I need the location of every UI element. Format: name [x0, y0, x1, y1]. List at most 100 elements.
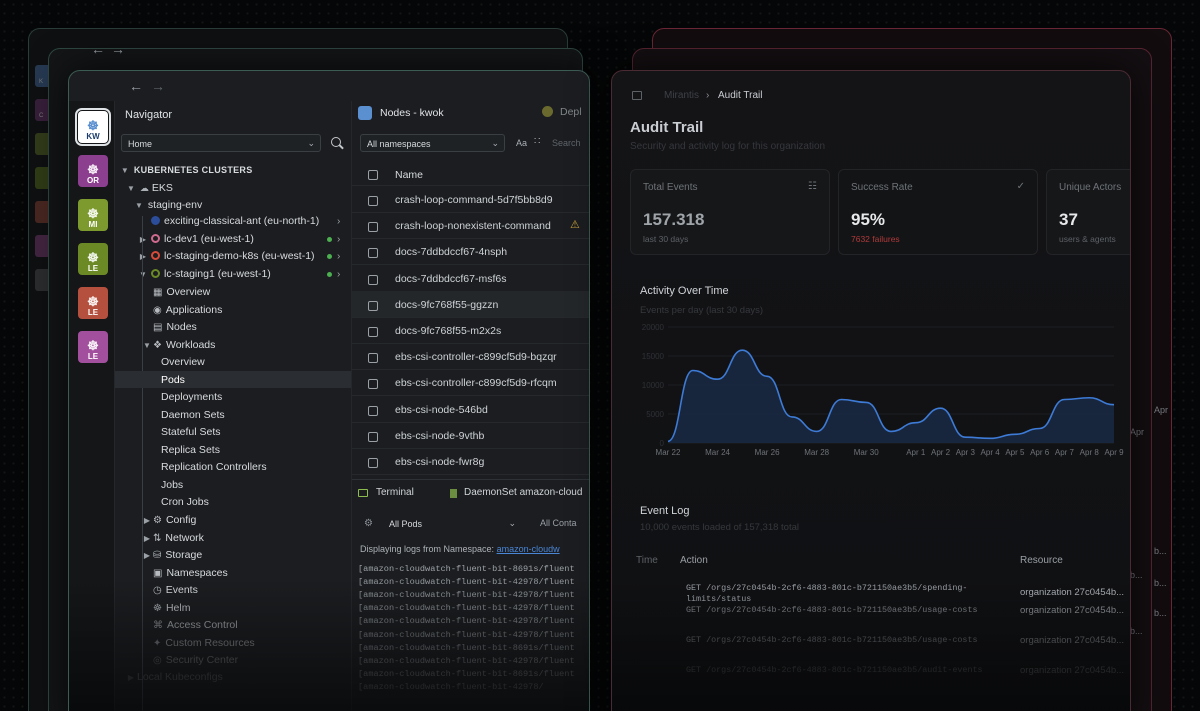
tree-workload-item[interactable]: Jobs — [161, 478, 184, 491]
select-all-checkbox[interactable] — [368, 170, 378, 180]
column-header-action[interactable]: Action — [680, 555, 708, 566]
audit-action[interactable]: GET /orgs/27c0454b-2cf6-4883-801c-b72115… — [686, 665, 983, 675]
chart-point[interactable] — [964, 436, 967, 439]
chart-point[interactable] — [766, 375, 769, 378]
tree-workload-item[interactable]: Deployments — [161, 391, 223, 403]
tree-cluster[interactable]: ▶ lc-staging-demo-k8s (eu-west-1) — [137, 248, 315, 265]
pod-name[interactable]: docs-7ddbdccf67-msf6s — [395, 272, 507, 285]
tree-item-applications[interactable]: ◉ Applications — [153, 302, 222, 319]
chart-point[interactable] — [1038, 427, 1041, 430]
chevron-right-icon[interactable]: › — [337, 251, 341, 262]
pods-select[interactable]: All Pods ⌄ — [382, 514, 522, 532]
regex-icon[interactable]: ∷ — [534, 136, 541, 147]
namespace-select[interactable]: All namespaces ⌄ — [360, 134, 505, 152]
chart-point[interactable] — [1088, 396, 1091, 399]
pod-name[interactable]: ebs-csi-controller-c899cf5d9-bqzqr — [395, 351, 557, 364]
chart-point[interactable] — [939, 407, 942, 410]
tree-workload-item[interactable]: Replication Controllers — [161, 461, 267, 473]
column-header-name[interactable]: Name — [395, 169, 424, 181]
pod-name[interactable]: crash-loop-command-5d7f5bb8d9 — [395, 194, 553, 206]
tree-cluster[interactable]: exciting-classical-ant (eu-north-1) — [137, 213, 319, 230]
row-checkbox[interactable] — [368, 379, 378, 390]
chevron-right-icon[interactable]: › — [337, 216, 341, 227]
tree-item-access-control[interactable]: ⌘ Access Control — [153, 617, 238, 634]
chart-point[interactable] — [741, 349, 744, 352]
chart-point[interactable] — [1063, 398, 1066, 401]
tree-provider-eks[interactable]: ▼ ☁ EKS — [125, 180, 173, 197]
tree-workload-item[interactable]: Pods — [161, 373, 185, 386]
audit-action[interactable]: GET /orgs/27c0454b-2cf6-4883-801c-b72115… — [686, 635, 978, 645]
home-select[interactable]: Home ⌄ — [121, 134, 321, 152]
cluster-icon-mi[interactable]: ☸ MI — [78, 199, 108, 231]
chart-point[interactable] — [1013, 433, 1016, 436]
column-header-resource[interactable]: Resource — [1020, 555, 1063, 566]
tree-item-security-center[interactable]: ◎ Security Center — [153, 652, 238, 669]
tree-item-namespaces[interactable]: ▣ Namespaces — [153, 565, 228, 582]
row-checkbox[interactable] — [368, 196, 378, 206]
tree-item-custom-resources[interactable]: ✦ Custom Resources — [153, 635, 255, 652]
tree-cluster[interactable]: ▶ lc-dev1 (eu-west-1) — [137, 231, 254, 248]
sidebar-toggle-icon[interactable] — [632, 91, 642, 100]
pod-name[interactable]: ebs-csi-node-9vthb — [395, 429, 485, 442]
chart-point[interactable] — [1113, 403, 1116, 406]
audit-action[interactable]: GET /orgs/27c0454b-2cf6-4883-801c-b72115… — [686, 605, 978, 615]
row-checkbox[interactable] — [368, 327, 378, 337]
row-checkbox[interactable] — [368, 300, 378, 311]
pod-name[interactable]: ebs-csi-node-fwr8g — [395, 456, 485, 468]
tree-item-helm[interactable]: ☸ Helm — [153, 600, 190, 617]
tree-item-storage[interactable]: ▶ ⛁ Storage — [141, 547, 202, 564]
tree-item-network[interactable]: ▶ ⇅ Network — [141, 530, 204, 547]
chart-point[interactable] — [989, 437, 992, 440]
tree-item-workloads[interactable]: ▼ ❖ Workloads — [141, 337, 215, 354]
tree-item-config[interactable]: ▶ ⚙ Config — [141, 512, 196, 529]
breadcrumb-parent[interactable]: Mirantis — [664, 90, 700, 101]
chart-point[interactable] — [865, 401, 868, 404]
row-checkbox[interactable] — [368, 431, 378, 442]
chevron-right-icon[interactable]: › — [337, 268, 341, 280]
row-checkbox[interactable] — [368, 353, 378, 364]
tree-item-events[interactable]: ◷ Events — [153, 582, 198, 599]
pod-name[interactable]: ebs-csi-node-546bd — [395, 403, 488, 416]
tree-cluster[interactable]: ▼ lc-staging1 (eu-west-1) — [137, 266, 271, 283]
chart-point[interactable] — [815, 430, 818, 433]
chart-point[interactable] — [914, 421, 917, 424]
match-case-toggle[interactable]: Aa — [516, 138, 528, 148]
tree-section-kubernetes[interactable]: ▼ KUBERNETES CLUSTERS — [119, 162, 253, 179]
tree-item-overview[interactable]: ▦ Overview — [153, 284, 210, 301]
chart-point[interactable] — [716, 378, 719, 381]
row-checkbox[interactable] — [368, 274, 378, 285]
column-header-time[interactable]: Time — [636, 555, 658, 566]
tree-env[interactable]: ▼ staging-env — [133, 197, 202, 214]
pod-name[interactable]: crash-loop-nonexistent-command — [395, 220, 551, 233]
search-input[interactable]: Search — [552, 138, 581, 148]
pod-name[interactable]: ebs-csi-controller-c899cf5d9-rfcqm — [395, 377, 557, 390]
chart-point[interactable] — [790, 415, 793, 418]
tree-workload-item[interactable]: Overview — [161, 356, 205, 368]
tree-workload-item[interactable]: Stateful Sets — [161, 426, 221, 438]
back-arrow-icon[interactable]: ← — [129, 78, 143, 94]
pod-name[interactable]: docs-9fc768f55-m2x2s — [395, 325, 502, 337]
cluster-icon-or[interactable]: ☸ OR — [78, 155, 108, 187]
search-icon[interactable] — [331, 137, 341, 147]
row-checkbox[interactable] — [368, 405, 378, 416]
chart-point[interactable] — [691, 369, 694, 372]
pod-name[interactable]: docs-9fc768f55-ggzzn — [395, 298, 499, 311]
cluster-icon-le[interactable]: ☸ LE — [78, 243, 108, 275]
tree-item-nodes[interactable]: ▤ Nodes — [153, 319, 197, 336]
chart-point[interactable] — [840, 398, 843, 401]
cluster-icon-kw[interactable]: ☸ KW — [75, 108, 111, 146]
row-checkbox[interactable] — [368, 248, 378, 259]
row-checkbox[interactable] — [368, 222, 378, 233]
row-checkbox[interactable] — [368, 458, 378, 468]
tree-local-kubeconfigs[interactable]: ▶ Local Kubeconfigs — [125, 669, 223, 686]
namespace-link[interactable]: amazon-cloudw — [496, 544, 560, 554]
chart-point[interactable] — [890, 430, 893, 433]
forward-arrow-icon[interactable]: → — [151, 78, 165, 94]
pod-name[interactable]: docs-7ddbdccf67-4nsph — [395, 246, 508, 259]
tree-workload-item[interactable]: Cron Jobs — [161, 496, 209, 508]
cluster-icon-le[interactable]: ☸ LE — [78, 287, 108, 319]
log-filter-icon[interactable]: ⚙ — [364, 518, 373, 529]
containers-select[interactable]: All Conta — [540, 518, 577, 528]
tree-workload-item[interactable]: Daemon Sets — [161, 408, 225, 421]
chevron-right-icon[interactable]: › — [337, 233, 341, 245]
